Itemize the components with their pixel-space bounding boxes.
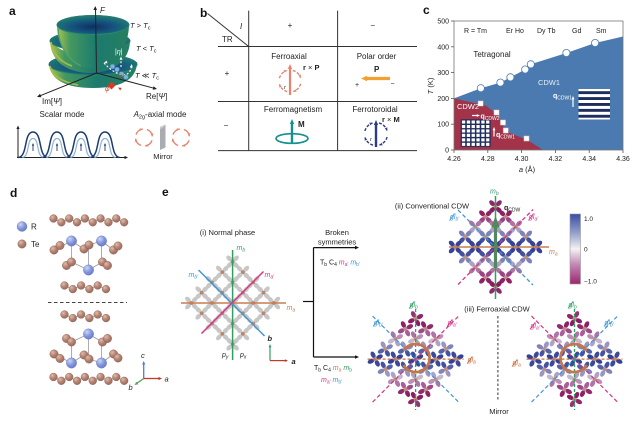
svg-text:(iii) Ferroaxial CDW: (iii) Ferroaxial CDW — [464, 305, 530, 314]
svg-text:0: 0 — [584, 247, 588, 254]
svg-text:Polar order: Polar order — [357, 52, 397, 61]
svg-text:Ferrotoroidal: Ferrotoroidal — [352, 105, 398, 114]
svg-text:CDW1: CDW1 — [538, 78, 560, 87]
svg-text:Gd: Gd — [572, 28, 581, 35]
svg-text:400: 400 — [437, 44, 449, 51]
svg-text:TR: TR — [222, 35, 233, 44]
svg-text:qCDW1: qCDW1 — [496, 132, 515, 141]
svg-text:r: r — [284, 85, 287, 91]
svg-text:4.30: 4.30 — [515, 156, 529, 163]
svg-text:e: e — [162, 185, 169, 199]
svg-text:I: I — [240, 22, 243, 31]
svg-text:Ferroaxial: Ferroaxial — [271, 52, 307, 61]
svg-text:4.34: 4.34 — [582, 156, 596, 163]
svg-text:Er Ho: Er Ho — [506, 28, 524, 35]
svg-text:Mirror: Mirror — [153, 152, 173, 161]
svg-text:P: P — [374, 65, 380, 74]
svg-text:200: 200 — [437, 96, 449, 103]
svg-text:−: − — [370, 21, 375, 30]
svg-text:c: c — [423, 3, 430, 17]
svg-text:Te: Te — [31, 240, 40, 249]
svg-text:qCDW2: qCDW2 — [481, 114, 500, 123]
svg-text:Broken: Broken — [325, 228, 349, 237]
svg-text:Re[Ψ]: Re[Ψ] — [146, 92, 167, 101]
svg-text:Ferromagnetism: Ferromagnetism — [264, 105, 323, 114]
svg-text:Dy Tb: Dy Tb — [537, 28, 556, 35]
svg-text:4.36: 4.36 — [616, 156, 630, 163]
svg-text:Im[Ψ]: Im[Ψ] — [42, 97, 62, 106]
svg-text:qCDW: qCDW — [504, 205, 521, 214]
svg-text:−: − — [224, 121, 229, 130]
svg-text:glb: glb — [569, 302, 577, 311]
svg-text:mb: mb — [490, 189, 499, 198]
svg-text:4.26: 4.26 — [447, 156, 461, 163]
svg-text:T > Tc: T > Tc — [130, 21, 151, 32]
svg-text:(i) Normal phase: (i) Normal phase — [200, 228, 255, 237]
svg-text:4.28: 4.28 — [481, 156, 495, 163]
svg-text:a: a — [9, 4, 16, 18]
svg-text:gla: gla — [513, 360, 521, 369]
svg-text:|η|: |η| — [115, 49, 123, 56]
svg-text:M: M — [298, 120, 305, 129]
svg-text:px: px — [239, 352, 247, 361]
svg-text:mb: mb — [237, 245, 246, 254]
svg-text:+: + — [355, 82, 359, 89]
svg-text:(ii) Conventional CDW: (ii) Conventional CDW — [395, 202, 470, 211]
svg-text:gla′: gla′ — [448, 320, 458, 329]
svg-text:glb′: glb′ — [450, 214, 460, 223]
svg-text:py: py — [221, 352, 229, 361]
svg-text:Tb C4 ma mb: Tb C4 ma mb — [314, 365, 352, 374]
svg-text:Sm: Sm — [596, 28, 607, 35]
svg-text:A2g-axial mode: A2g-axial mode — [133, 110, 187, 121]
svg-text:ma′: ma′ — [265, 272, 276, 281]
svg-text:Mirror: Mirror — [489, 407, 509, 416]
svg-text:glb′: glb′ — [605, 320, 615, 329]
svg-text:T ≪ Tc: T ≪ Tc — [135, 71, 159, 82]
svg-text:qCDW1: qCDW1 — [553, 93, 572, 102]
svg-text:a: a — [165, 375, 169, 384]
svg-text:0: 0 — [445, 148, 449, 155]
svg-text:4.32: 4.32 — [549, 156, 563, 163]
svg-text:1.0: 1.0 — [584, 216, 593, 223]
svg-text:R = Tm: R = Tm — [464, 28, 487, 35]
svg-text:T (K): T (K) — [426, 77, 435, 94]
svg-text:r: r — [370, 137, 373, 143]
svg-text:c: c — [141, 351, 145, 360]
svg-text:300: 300 — [437, 70, 449, 77]
svg-text:d: d — [10, 186, 17, 200]
svg-text:500: 500 — [437, 19, 449, 26]
svg-text:+: + — [225, 69, 230, 78]
svg-text:symmetries: symmetries — [318, 238, 357, 247]
svg-text:−: − — [390, 81, 394, 88]
svg-text:b: b — [268, 334, 273, 343]
svg-text:Tetragonal: Tetragonal — [473, 50, 511, 59]
svg-text:gla′: gla′ — [531, 323, 541, 332]
svg-text:gla: gla — [468, 357, 476, 366]
svg-text:glb′: glb′ — [374, 320, 384, 329]
svg-text:r × M: r × M — [382, 115, 400, 124]
svg-text:glb: glb — [410, 302, 418, 311]
svg-text:gla′: gla′ — [529, 214, 539, 223]
svg-text:mb′: mb′ — [189, 272, 200, 281]
svg-text:CDW2: CDW2 — [457, 102, 479, 111]
svg-text:100: 100 — [437, 122, 449, 129]
svg-text:Scalar mode: Scalar mode — [40, 110, 85, 119]
svg-text:ma: ma — [287, 305, 296, 314]
svg-text:Tb C4 ma′ mb′: Tb C4 ma′ mb′ — [320, 260, 360, 269]
svg-text:ma: ma — [549, 249, 558, 258]
svg-text:b: b — [200, 6, 207, 20]
svg-text:b: b — [129, 383, 133, 392]
svg-text:−1.0: −1.0 — [584, 279, 597, 286]
svg-text:ma′ mb′: ma′ mb′ — [321, 377, 342, 386]
svg-text:r × P: r × P — [303, 63, 320, 72]
svg-text:φ: φ — [105, 86, 110, 93]
svg-text:+: + — [288, 21, 293, 30]
svg-text:T < Tc: T < Tc — [136, 44, 157, 55]
svg-text:a: a — [292, 357, 296, 366]
svg-text:F: F — [100, 6, 106, 15]
svg-text:R: R — [31, 223, 37, 232]
svg-text:a (Å): a (Å) — [519, 165, 536, 174]
